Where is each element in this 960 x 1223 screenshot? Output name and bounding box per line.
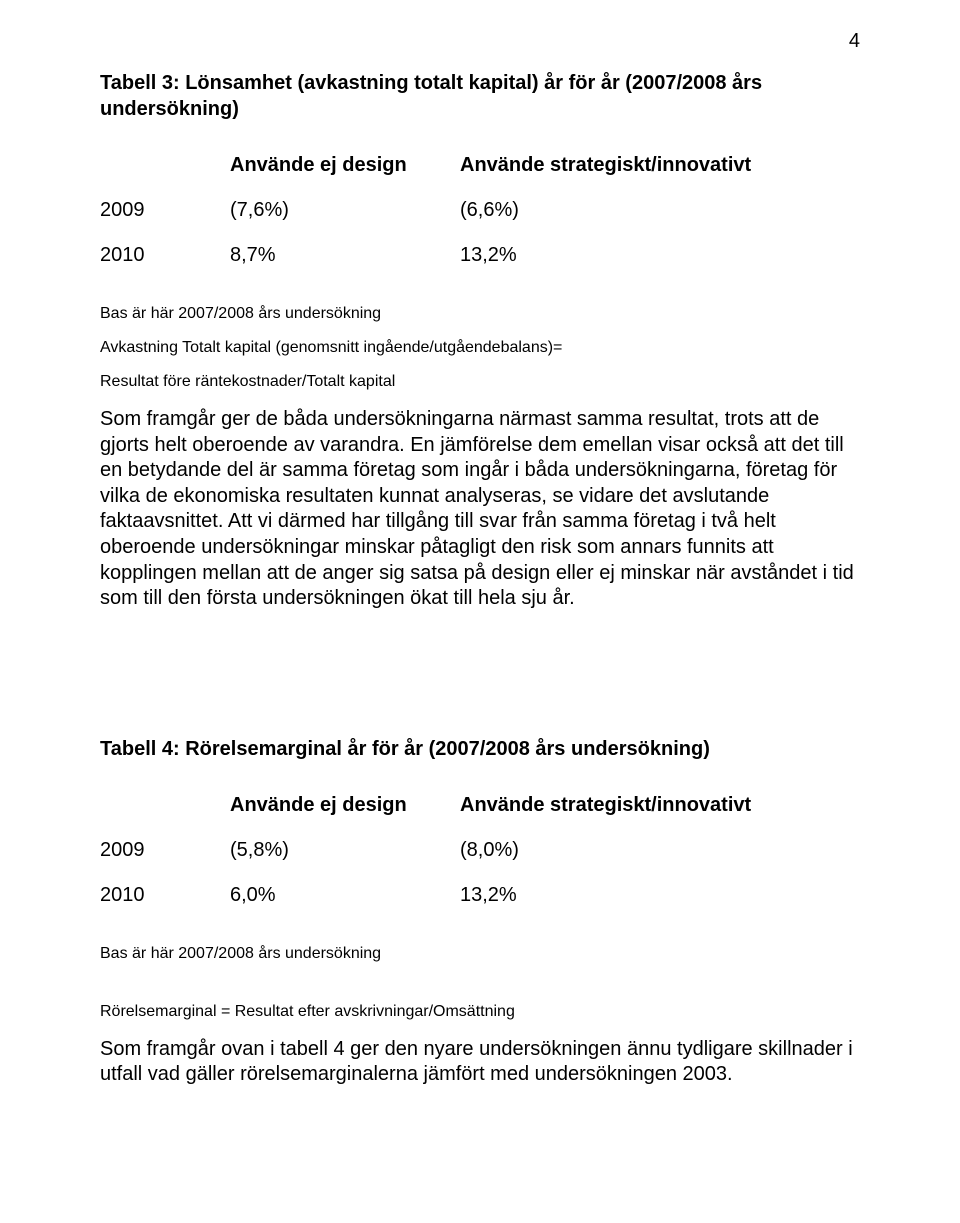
table3: Använde ej design Använde strategiskt/in… bbox=[100, 150, 760, 285]
table4-r1c1: 6,0% bbox=[230, 880, 460, 925]
table3-r0c2: (6,6%) bbox=[460, 195, 760, 240]
table4-r0c2: (8,0%) bbox=[460, 835, 760, 880]
table3-r1c0: 2010 bbox=[100, 240, 230, 285]
table-row: 2009 (7,6%) (6,6%) bbox=[100, 195, 760, 240]
table-header-row: Använde ej design Använde strategiskt/in… bbox=[100, 790, 760, 835]
footnote-formula-2: Rörelsemarginal = Resultat efter avskriv… bbox=[100, 1003, 860, 1021]
table4-col1: Använde ej design bbox=[230, 790, 460, 835]
table4-col2: Använde strategiskt/innovativt bbox=[460, 790, 760, 835]
table3-r0c1: (7,6%) bbox=[230, 195, 460, 240]
table3-r0c0: 2009 bbox=[100, 195, 230, 240]
table3-r1c1: 8,7% bbox=[230, 240, 460, 285]
spacer bbox=[100, 636, 860, 696]
page-number: 4 bbox=[849, 30, 860, 53]
paragraph-1: Som framgår ger de båda undersökningarna… bbox=[100, 407, 860, 612]
table4-r0c0: 2009 bbox=[100, 835, 230, 880]
footnote-formula-1a: Avkastning Totalt kapital (genomsnitt in… bbox=[100, 339, 860, 357]
table4-r1c2: 13,2% bbox=[460, 880, 760, 925]
table-header-row: Använde ej design Använde strategiskt/in… bbox=[100, 150, 760, 195]
table3-r1c2: 13,2% bbox=[460, 240, 760, 285]
table-row: 2010 6,0% 13,2% bbox=[100, 880, 760, 925]
table4-r0c1: (5,8%) bbox=[230, 835, 460, 880]
footnote-bas-2: Bas är här 2007/2008 års undersökning bbox=[100, 945, 860, 963]
spacer bbox=[100, 979, 860, 999]
footnote-bas-1: Bas är här 2007/2008 års undersökning bbox=[100, 305, 860, 323]
table4-r1c0: 2010 bbox=[100, 880, 230, 925]
table-row: 2010 8,7% 13,2% bbox=[100, 240, 760, 285]
paragraph-2: Som framgår ovan i tabell 4 ger den nyar… bbox=[100, 1037, 860, 1088]
table3-col1: Använde ej design bbox=[230, 150, 460, 195]
table4: Använde ej design Använde strategiskt/in… bbox=[100, 790, 760, 925]
table4-col0 bbox=[100, 790, 230, 835]
document-page: 4 Tabell 3: Lönsamhet (avkastning totalt… bbox=[0, 0, 960, 1223]
table4-title: Tabell 4: Rörelsemarginal år för år (200… bbox=[100, 736, 860, 762]
table3-col2: Använde strategiskt/innovativt bbox=[460, 150, 760, 195]
table3-title: Tabell 3: Lönsamhet (avkastning totalt k… bbox=[100, 70, 860, 122]
footnote-formula-1b: Resultat före räntekostnader/Totalt kapi… bbox=[100, 373, 860, 391]
table-row: 2009 (5,8%) (8,0%) bbox=[100, 835, 760, 880]
table3-col0 bbox=[100, 150, 230, 195]
